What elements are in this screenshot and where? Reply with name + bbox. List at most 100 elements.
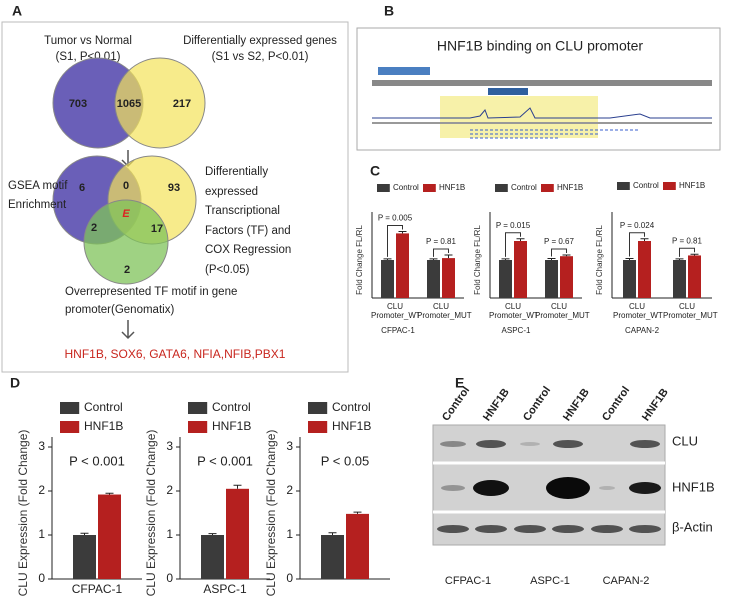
venn-count: E bbox=[122, 208, 130, 220]
legend-label: Control bbox=[84, 400, 123, 414]
y-axis-label: Fold Change FL/RL bbox=[595, 225, 604, 295]
x-tick-label: CLU Promoter_WT bbox=[371, 302, 421, 320]
bar bbox=[201, 535, 224, 579]
x-tick-label: CLU Promoter_WT bbox=[613, 302, 663, 320]
venn-label: (P<0.05) bbox=[205, 264, 250, 276]
venn-circle bbox=[83, 199, 169, 285]
legend-swatch bbox=[188, 421, 208, 433]
venn-label: promoter(Genomatix) bbox=[65, 304, 174, 316]
legend-swatch bbox=[377, 184, 390, 192]
cell-line-label: CFPAC-1 bbox=[445, 575, 491, 587]
error-bar bbox=[501, 258, 510, 260]
bar bbox=[673, 260, 686, 298]
legend-swatch bbox=[541, 184, 554, 192]
p-value: P = 0.81 bbox=[672, 236, 702, 245]
venn-count: 0 bbox=[123, 180, 129, 192]
legend-swatch bbox=[663, 182, 676, 190]
legend-swatch bbox=[308, 402, 328, 414]
bar bbox=[442, 258, 455, 298]
panel-label: C bbox=[370, 163, 380, 179]
browser-decoration bbox=[372, 67, 712, 139]
x-axis-label: CFPAC-1 bbox=[381, 326, 415, 335]
venn-count: 93 bbox=[168, 182, 180, 194]
y-tick-label: 1 bbox=[286, 527, 293, 541]
error-bar bbox=[690, 253, 699, 256]
legend-swatch bbox=[308, 421, 328, 433]
venn-label: GSEA motif bbox=[8, 180, 68, 192]
y-axis-label: Fold Change FL/RL bbox=[473, 225, 482, 295]
x-tick-label: CLU Promoter_WT bbox=[489, 302, 539, 320]
bar bbox=[623, 260, 636, 298]
error-bar bbox=[353, 511, 362, 514]
legend-label: HNF1B bbox=[557, 183, 583, 192]
error-bar bbox=[383, 258, 392, 260]
y-axis-label: CLU Expression (Fold Change) bbox=[264, 430, 278, 597]
p-value: P = 0.81 bbox=[426, 237, 456, 246]
panel-label: B bbox=[384, 3, 394, 19]
y-axis-label: CLU Expression (Fold Change) bbox=[16, 430, 30, 597]
error-bar bbox=[80, 532, 89, 535]
bar bbox=[98, 494, 121, 579]
legend-label: Control bbox=[633, 181, 659, 190]
bar bbox=[381, 260, 394, 298]
result-text: HNF1B, SOX6, GATA6, NFIA,NFIB,PBX1 bbox=[65, 347, 286, 361]
error-bar bbox=[562, 254, 571, 257]
panel-label: D bbox=[10, 375, 20, 391]
bar bbox=[545, 260, 558, 298]
y-tick-label: 0 bbox=[38, 571, 45, 585]
venn-label: Transcriptional bbox=[205, 205, 280, 217]
y-axis-label: Fold Change FL/RL bbox=[355, 225, 364, 295]
y-tick-label: 0 bbox=[166, 571, 173, 585]
bar bbox=[560, 256, 573, 298]
y-tick-label: 3 bbox=[286, 439, 293, 453]
venn-label: expressed bbox=[205, 186, 258, 198]
y-tick-label: 2 bbox=[38, 483, 45, 497]
venn-title: Tumor vs Normal bbox=[44, 35, 132, 47]
panel-label: A bbox=[12, 3, 22, 19]
legend-label: Control bbox=[393, 183, 419, 192]
lane-label: Control bbox=[600, 384, 632, 423]
y-tick-label: 3 bbox=[38, 439, 45, 453]
panel-a-frame bbox=[1, 21, 349, 373]
error-bar bbox=[444, 254, 453, 259]
lane-label: Control bbox=[521, 384, 553, 423]
blot bbox=[432, 424, 666, 546]
error-bar bbox=[547, 257, 556, 260]
error-bar bbox=[625, 257, 634, 260]
y-tick-label: 1 bbox=[38, 527, 45, 541]
y-tick-label: 2 bbox=[166, 483, 173, 497]
browser-frame bbox=[356, 27, 721, 151]
venn-label: Enrichment bbox=[8, 199, 67, 211]
error-bar bbox=[208, 533, 217, 535]
error-bar bbox=[398, 231, 407, 234]
x-tick-label: CFPAC-1 bbox=[72, 582, 123, 596]
venn-count: 2 bbox=[124, 264, 130, 276]
y-tick-label: 3 bbox=[166, 439, 173, 453]
p-value: P = 0.015 bbox=[496, 221, 531, 230]
arrow bbox=[121, 320, 135, 340]
error-bar bbox=[675, 258, 684, 260]
p-value: P = 0.67 bbox=[544, 237, 574, 246]
p-value: P = 0.024 bbox=[620, 221, 655, 230]
lane-label: HNF1B bbox=[561, 386, 592, 423]
venn-count: 6 bbox=[79, 182, 85, 194]
venn-title: (S1 vs S2, P<0.01) bbox=[212, 51, 309, 63]
legend-label: Control bbox=[511, 183, 537, 192]
bar bbox=[73, 535, 96, 579]
y-tick-label: 2 bbox=[286, 483, 293, 497]
venn-label: Differentially bbox=[205, 166, 268, 178]
bar bbox=[427, 260, 440, 298]
venn-count: 703 bbox=[69, 98, 87, 110]
significance-bracket bbox=[433, 248, 449, 257]
cell-line-label: CAPAN-2 bbox=[603, 575, 650, 587]
venn-count: 2 bbox=[91, 222, 97, 234]
legend-label: Control bbox=[332, 400, 371, 414]
error-bar bbox=[640, 238, 649, 241]
significance-bracket bbox=[629, 232, 645, 257]
error-bar bbox=[328, 532, 337, 535]
lane-label: HNF1B bbox=[481, 386, 512, 423]
p-value: P < 0.05 bbox=[321, 453, 370, 468]
significance-bracket bbox=[387, 225, 403, 257]
bar bbox=[514, 241, 527, 298]
